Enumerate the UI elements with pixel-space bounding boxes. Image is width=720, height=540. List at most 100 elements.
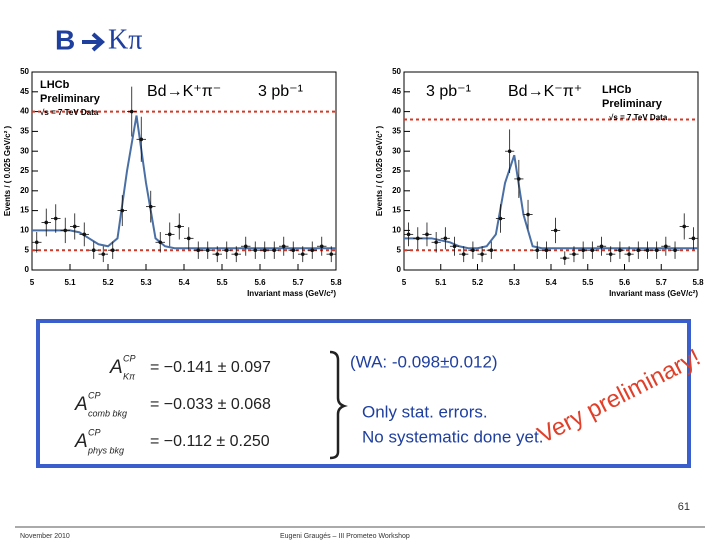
data-point — [551, 217, 561, 244]
marker — [148, 204, 153, 209]
x-tick-label: 5.8 — [330, 278, 342, 287]
marker — [415, 236, 420, 241]
data-point — [413, 227, 423, 250]
decay: Bd→K⁺π⁻ — [147, 83, 221, 100]
data-point — [146, 190, 156, 223]
data-point — [606, 246, 616, 263]
y-tick-label: 40 — [20, 107, 29, 116]
formula-value: = −0.141 ± 0.097 — [150, 359, 271, 376]
marker — [489, 248, 494, 252]
data-point — [165, 222, 175, 247]
marker — [110, 248, 115, 252]
marker — [599, 244, 604, 249]
data-point — [326, 246, 336, 263]
data-point — [203, 241, 213, 259]
data-point — [174, 213, 184, 240]
marker — [224, 248, 229, 252]
data-point — [60, 217, 70, 244]
marker — [44, 220, 49, 225]
data-point — [477, 246, 487, 263]
marker — [562, 256, 567, 260]
marker — [82, 232, 87, 237]
data-point — [241, 236, 251, 256]
status: Preliminary — [40, 93, 101, 105]
data-point — [231, 246, 241, 263]
marker — [158, 240, 163, 245]
marker — [517, 177, 521, 181]
y-tick-label: 20 — [392, 186, 401, 195]
data-point — [624, 246, 634, 263]
footer-date: November 2010 — [20, 533, 70, 540]
y-tick-label: 50 — [20, 67, 29, 76]
marker — [507, 149, 512, 153]
data-point — [32, 231, 42, 253]
formula-value: = −0.033 ± 0.068 — [150, 396, 271, 413]
world-average: (WA: -0.098±0.012) — [350, 352, 498, 371]
y-tick-label: 5 — [25, 245, 30, 254]
data-point — [587, 241, 597, 259]
note: No systematic done yet. — [362, 427, 543, 446]
formula-sup: CP — [88, 427, 101, 437]
experiment: LHCb — [40, 79, 70, 91]
marker — [262, 248, 267, 252]
marker — [139, 137, 144, 142]
y-tick-label: 5 — [397, 245, 402, 254]
data-point — [652, 241, 662, 259]
data-point — [569, 246, 579, 263]
marker — [406, 232, 411, 237]
x-tick-label: 5.7 — [656, 278, 668, 287]
data-point — [615, 241, 625, 259]
x-axis-title: Invariant mass (GeV/c²) — [247, 289, 336, 298]
data-point — [269, 241, 279, 259]
y-tick-label: 25 — [392, 166, 401, 175]
marker — [253, 248, 258, 252]
marker — [645, 248, 650, 252]
x-tick-label: 5.3 — [140, 278, 152, 287]
data-point — [422, 222, 432, 247]
marker — [452, 244, 457, 249]
data-point — [514, 159, 524, 198]
marker — [425, 232, 429, 237]
marker — [553, 228, 558, 233]
data-point — [440, 227, 450, 250]
marker — [443, 236, 448, 241]
data-point — [596, 236, 607, 256]
data-point — [523, 199, 533, 230]
title-right: Kπ — [108, 24, 142, 55]
x-tick-label: 5.1 — [64, 278, 76, 287]
y-tick-label: 20 — [20, 186, 29, 195]
marker — [72, 224, 77, 229]
formula-value: = −0.112 ± 0.250 — [150, 433, 270, 450]
data-point — [193, 241, 203, 259]
data-point — [532, 241, 542, 259]
marker — [572, 252, 576, 256]
marker — [186, 236, 191, 241]
data-point — [108, 241, 118, 259]
y-tick-label: 30 — [392, 146, 401, 155]
data-point — [250, 241, 260, 259]
x-tick-label: 5.5 — [216, 278, 228, 287]
note: Only stat. errors. — [362, 402, 488, 421]
data-point — [468, 241, 478, 259]
marker — [319, 244, 324, 249]
fit-curve — [32, 115, 336, 250]
y-tick-label: 45 — [20, 87, 29, 96]
formula-sub: phys bkg — [87, 445, 124, 455]
title-left: B — [55, 24, 75, 55]
marker — [310, 248, 315, 252]
y-axis-title: Events / ( 0.025 GeV/c² ) — [375, 126, 384, 217]
formula-sup: CP — [88, 390, 101, 400]
marker — [618, 248, 622, 252]
x-tick-label: 5.6 — [619, 278, 631, 287]
marker — [215, 252, 220, 256]
data-point — [661, 236, 671, 256]
marker — [34, 240, 39, 245]
fit-curve — [404, 154, 698, 250]
result-box — [36, 319, 691, 468]
brace — [329, 350, 348, 460]
marker — [535, 248, 540, 252]
marker — [196, 248, 201, 252]
x-tick-label: 5.4 — [178, 278, 190, 287]
formula-symbol: A — [74, 431, 88, 452]
